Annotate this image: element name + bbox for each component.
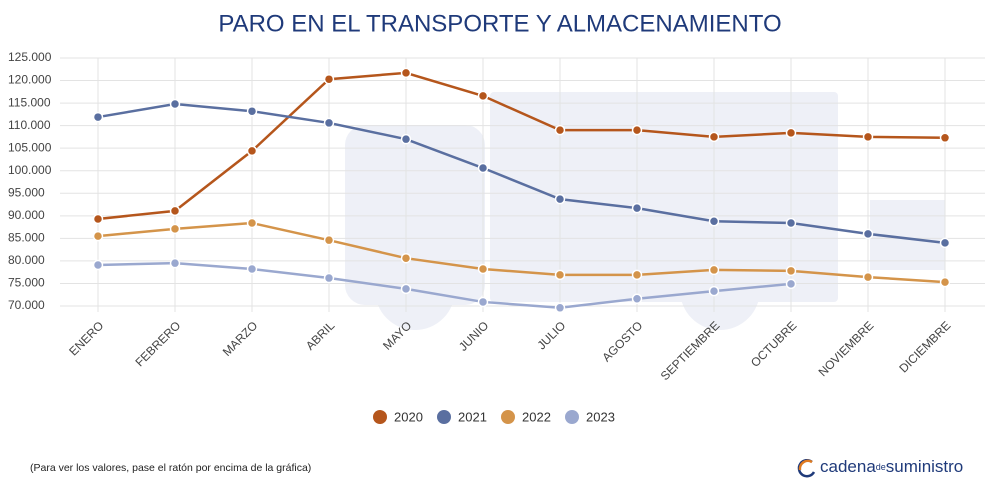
x-tick-label: FEBRERO [132, 318, 183, 369]
data-point [785, 278, 797, 290]
data-point [708, 215, 720, 227]
data-point [323, 234, 335, 246]
data-point [477, 162, 489, 174]
data-point [554, 124, 566, 136]
data-point [323, 73, 335, 85]
data-point [92, 259, 104, 271]
data-point [169, 98, 181, 110]
data-point [631, 202, 643, 214]
data-point [708, 131, 720, 143]
y-tick-label: 120.000 [8, 73, 52, 87]
data-point [92, 111, 104, 123]
y-tick-label: 80.000 [8, 253, 45, 267]
legend-label: 2022 [522, 409, 551, 424]
legend-label: 2020 [394, 409, 423, 424]
data-point [554, 302, 566, 314]
x-tick-label: DICIEMBRE [896, 318, 953, 375]
data-point [246, 145, 258, 157]
data-point [169, 223, 181, 235]
legend-marker [373, 410, 387, 424]
data-point [939, 132, 951, 144]
data-point [477, 90, 489, 102]
x-tick-label: JUNIO [456, 318, 491, 353]
data-point [400, 283, 412, 295]
data-point [554, 193, 566, 205]
data-point [939, 237, 951, 249]
data-point [400, 67, 412, 79]
x-tick-label: ABRIL [303, 318, 338, 353]
logo-part: suministro [886, 457, 963, 476]
data-point [169, 205, 181, 217]
data-point [477, 296, 489, 308]
note: (Para ver los valores, pase el ratón por… [30, 462, 311, 474]
legend-label: 2021 [458, 409, 487, 424]
data-point [785, 217, 797, 229]
series-line [97, 261, 792, 310]
data-point [246, 217, 258, 229]
data-point [92, 213, 104, 225]
data-point [400, 133, 412, 145]
logo: cadenadesuministro [797, 457, 963, 478]
data-point [862, 271, 874, 283]
y-tick-label: 105.000 [8, 140, 52, 154]
data-point [323, 272, 335, 284]
data-point [246, 263, 258, 275]
y-tick-label: 75.000 [8, 276, 45, 290]
y-tick-label: 125.000 [8, 50, 52, 64]
data-point [631, 124, 643, 136]
x-tick-label: OCTUBRE [748, 318, 799, 369]
legend-label: 2023 [586, 409, 615, 424]
chart-title: PARO EN EL TRANSPORTE Y ALMACENAMIENTO [218, 10, 781, 37]
legend-marker [437, 410, 451, 424]
y-tick-label: 115.000 [8, 95, 51, 109]
logo-part: de [876, 462, 886, 472]
data-point [400, 252, 412, 264]
x-tick-label: AGOSTO [599, 318, 645, 364]
series-line [97, 102, 946, 245]
y-tick-label: 85.000 [8, 231, 45, 245]
logo-text: cadenadesuministro [820, 457, 963, 476]
series-line [97, 71, 946, 221]
data-point [631, 269, 643, 281]
data-point [246, 105, 258, 117]
x-tick-label: NOVIEMBRE [816, 318, 877, 379]
data-point [477, 263, 489, 275]
data-point [708, 285, 720, 297]
y-tick-label: 70.000 [8, 298, 45, 312]
data-point [631, 293, 643, 305]
y-tick-label: 95.000 [8, 185, 45, 199]
data-point [169, 257, 181, 269]
x-tick-label: MARZO [220, 318, 261, 359]
data-point [862, 131, 874, 143]
data-point [785, 127, 797, 139]
legend-marker [501, 410, 515, 424]
logo-part: cadena [820, 457, 876, 476]
data-point [785, 265, 797, 277]
x-tick-label: ENERO [66, 318, 106, 358]
x-tick-label: JULIO [534, 318, 568, 352]
data-point [92, 230, 104, 242]
data-point [323, 117, 335, 129]
series-line [97, 221, 946, 284]
data-point [939, 276, 951, 288]
data-point [708, 264, 720, 276]
data-point [862, 228, 874, 240]
y-tick-label: 100.000 [8, 163, 52, 177]
data-point [554, 269, 566, 281]
legend-marker [565, 410, 579, 424]
y-tick-label: 110.000 [8, 118, 51, 132]
x-tick-label: SEPTIEMBRE [658, 318, 723, 383]
logo-icon [798, 459, 813, 471]
y-tick-label: 90.000 [8, 208, 45, 222]
